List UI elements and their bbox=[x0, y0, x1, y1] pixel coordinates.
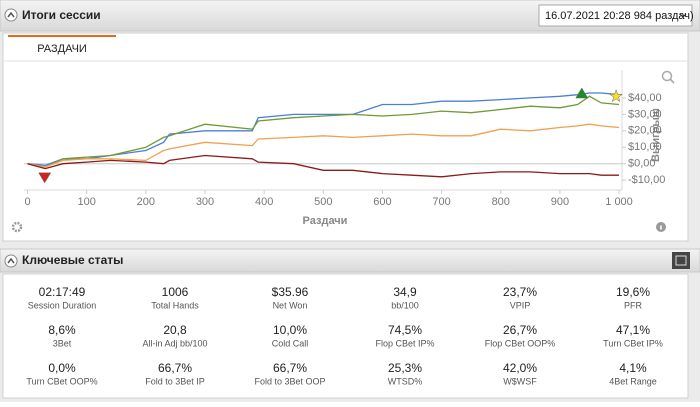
stat-value: 10,0% bbox=[273, 323, 307, 337]
marker-triangle-down bbox=[38, 172, 52, 184]
series-line bbox=[27, 123, 620, 168]
layout-button[interactable] bbox=[672, 252, 690, 269]
x-tick-label: 300 bbox=[196, 196, 214, 208]
stats-header bbox=[0, 248, 700, 273]
info-glyph bbox=[660, 225, 662, 230]
stat-label: 3Bet bbox=[53, 338, 72, 348]
stat-value: 47,1% bbox=[616, 323, 650, 337]
session-dropdown[interactable] bbox=[538, 4, 693, 27]
x-tick-label: 700 bbox=[432, 196, 450, 208]
x-tick-label: 800 bbox=[492, 196, 510, 208]
stat-value: 25,3% bbox=[388, 361, 422, 375]
stat-value: 1006 bbox=[162, 285, 189, 299]
x-axis-label: Раздачи bbox=[303, 215, 348, 227]
stat-label: Turn CBet IP% bbox=[603, 338, 663, 348]
stat-value: $35.96 bbox=[272, 285, 309, 299]
x-tick-label: 200 bbox=[137, 196, 155, 208]
stat-label: W$WSF bbox=[503, 376, 537, 386]
stat-label: VPIP bbox=[510, 300, 531, 310]
layout-icon bbox=[675, 255, 687, 266]
stat-value: 74,5% bbox=[388, 323, 422, 337]
x-tick-label: 400 bbox=[255, 196, 273, 208]
series-line bbox=[27, 154, 619, 178]
stat-value: 26,7% bbox=[503, 323, 537, 337]
tab[interactable] bbox=[8, 35, 116, 61]
stats-panel bbox=[2, 273, 689, 399]
stat-value: 42,0% bbox=[503, 361, 537, 375]
stat-value: 20,8 bbox=[163, 323, 187, 337]
marker-star bbox=[609, 89, 624, 103]
stat-value: 0,0% bbox=[48, 361, 76, 375]
stat-label: PFR bbox=[624, 300, 643, 310]
y-tick-label: $20,00 bbox=[628, 125, 662, 137]
tab-indicator bbox=[8, 35, 116, 37]
stat-label: Turn CBet OOP% bbox=[26, 376, 97, 386]
series-line bbox=[27, 95, 620, 168]
x-tick-label: 0 bbox=[24, 196, 30, 208]
y-tick-label: $40,00 bbox=[628, 92, 662, 104]
zoom-icon[interactable] bbox=[661, 70, 673, 82]
zoom-handle bbox=[669, 78, 675, 84]
x-tick-label: 500 bbox=[314, 196, 332, 208]
stat-label: Fold to 3Bet OOP bbox=[254, 376, 325, 386]
stat-label: Net Won bbox=[273, 300, 308, 310]
stat-label: Total Hands bbox=[151, 300, 199, 310]
stats-title: Ключевые статы bbox=[22, 253, 123, 267]
y-tick-label: $0,00 bbox=[628, 158, 656, 170]
y-tick-label: -$10,00 bbox=[628, 174, 665, 186]
dropdown-arrow bbox=[679, 13, 687, 18]
stat-label: WTSD% bbox=[388, 376, 423, 386]
stats-collapse-button[interactable] bbox=[4, 254, 18, 268]
stat-label: Flop CBet OOP% bbox=[485, 338, 556, 348]
x-tick-label: 100 bbox=[78, 196, 96, 208]
session-text: 16.07.2021 20:28 984 раздач) bbox=[545, 10, 694, 22]
stat-label: 4Bet Range bbox=[609, 376, 657, 386]
x-tick-label: 600 bbox=[373, 196, 391, 208]
y-tick-label: $30,00 bbox=[628, 108, 662, 120]
marker-triangle-up bbox=[575, 87, 589, 99]
stats-collapse-icon bbox=[7, 257, 15, 264]
x-tick-label: 1 000 bbox=[605, 196, 633, 208]
stat-value: 66,7% bbox=[158, 361, 192, 375]
collapse-button[interactable] bbox=[4, 8, 18, 22]
settings-icon[interactable] bbox=[11, 221, 23, 233]
stat-value: 23,7% bbox=[503, 285, 537, 299]
stat-label: bb/100 bbox=[391, 300, 419, 310]
stat-value: 02:17:49 bbox=[39, 285, 86, 299]
y-axis-label: Выигрыш bbox=[650, 108, 662, 162]
stat-value: 19,6% bbox=[616, 285, 650, 299]
tab-label: РАЗДАЧИ bbox=[37, 43, 87, 55]
stat-value: 66,7% bbox=[273, 361, 307, 375]
stat-label: All-in Adj bb/100 bbox=[142, 338, 207, 348]
stat-label: Fold to 3Bet IP bbox=[145, 376, 205, 386]
y-tick-label: $10,00 bbox=[628, 141, 662, 153]
stat-label: Flop CBet IP% bbox=[375, 338, 434, 348]
collapse-icon bbox=[7, 11, 15, 18]
stat-value: 8,6% bbox=[48, 323, 76, 337]
stat-label: Cold Call bbox=[272, 338, 309, 348]
x-tick-label: 900 bbox=[551, 196, 569, 208]
stat-value: 4,1% bbox=[619, 361, 647, 375]
plot: 0 100 200 300 400 500 600 700 800 900 1 000 -$10,00… bbox=[24, 70, 665, 208]
stat-value: 34,9 bbox=[393, 285, 417, 299]
header-title: Итоги сессии bbox=[22, 8, 101, 22]
stat-label: Session Duration bbox=[28, 300, 97, 310]
